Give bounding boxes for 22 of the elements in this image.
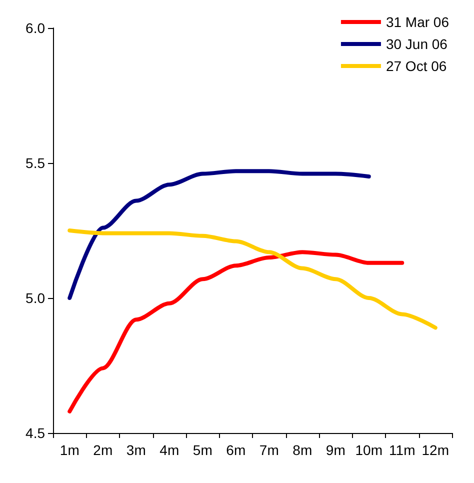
legend-label: 27 Oct 06 [386, 58, 447, 74]
y-tick-label: 5.0 [26, 290, 46, 306]
line-series [68, 250, 404, 414]
x-tick-label: 9m [326, 442, 346, 458]
y-tick-label: 6.0 [26, 20, 46, 36]
line-series [68, 169, 371, 300]
x-tick-label: 7m [259, 442, 279, 458]
x-tick-label: 2m [93, 442, 113, 458]
legend-label: 30 Jun 06 [386, 36, 448, 52]
x-tick-label: 1m [60, 442, 80, 458]
x-tick-label: 3m [126, 442, 146, 458]
y-tick-label: 5.5 [26, 155, 46, 171]
x-tick-label: 8m [292, 442, 312, 458]
x-tick-label: 6m [226, 442, 246, 458]
legend-label: 31 Mar 06 [386, 14, 450, 30]
x-tick-label: 12m [422, 442, 449, 458]
y-tick-label: 4.5 [26, 425, 46, 441]
x-tick-label: 11m [389, 442, 416, 458]
x-tick-label: 5m [192, 442, 212, 458]
line-series [68, 228, 438, 330]
x-tick-label: 10m [355, 442, 382, 458]
x-tick-label: 4m [160, 442, 180, 458]
